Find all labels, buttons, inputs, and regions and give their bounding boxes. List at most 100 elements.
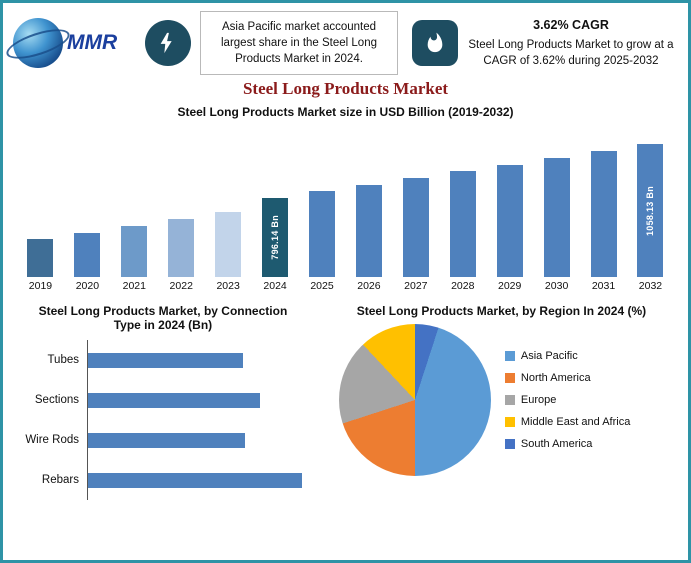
orbit-swoosh <box>3 23 73 65</box>
legend-item: North America <box>504 372 630 385</box>
bar-2023 <box>215 212 242 278</box>
bar-column <box>158 127 205 278</box>
bar-chart: 796.14 Bn 1058.13 Bn <box>13 127 678 278</box>
pie-wrap: Asia Pacific North America Europe Middle Ea… <box>325 324 678 477</box>
main-chart-title: Steel Long Products Market size in USD B… <box>177 105 514 120</box>
lightning-icon <box>145 20 191 67</box>
legend-item: Europe <box>504 394 630 407</box>
flame-icon <box>412 20 458 67</box>
hbar-category-label: Wire Rods <box>25 434 79 447</box>
highlight-callout: Asia Pacific market accounted largest sh… <box>145 11 398 76</box>
bar-2028 <box>449 171 476 278</box>
page-title: Steel Long Products Market <box>242 79 449 99</box>
x-axis-label: 2026 <box>357 280 381 293</box>
pie-chart-title: Steel Long Products Market, by Region In… <box>356 304 647 319</box>
bar-column <box>345 127 392 278</box>
bar-column <box>64 127 111 278</box>
legend-swatch <box>504 417 515 428</box>
hbar-tubes <box>88 352 243 368</box>
bar-value-label: 1058.13 Bn <box>645 185 656 236</box>
bar-2032: 1058.13 Bn <box>637 144 664 278</box>
x-axis-label: 2031 <box>591 280 616 293</box>
cagr-title: 3.62% CAGR <box>533 18 609 33</box>
hbar-category-label: Rebars <box>41 474 79 487</box>
x-axis-label: 2032 <box>638 280 663 293</box>
hbar-category-label: Tubes <box>47 354 79 367</box>
legend-swatch <box>504 439 515 450</box>
hbar-plot-area <box>87 460 313 501</box>
x-axis-label: 2027 <box>404 280 428 293</box>
legend-item: Middle East and Africa <box>504 416 631 429</box>
header: MMR Asia Pacific market accounted larges… <box>3 11 678 76</box>
x-axis-label: 2024 <box>263 280 287 293</box>
legend-swatch <box>504 395 515 406</box>
bar-column <box>533 127 580 278</box>
bar-2030 <box>543 158 570 278</box>
legend-label: Middle East and Africa <box>520 416 631 429</box>
hbar-category-label: Sections <box>34 394 79 407</box>
pie-legend: Asia Pacific North America Europe Middle Ea… <box>504 350 631 451</box>
hbar-plot-area <box>87 340 313 381</box>
bar-column <box>580 127 627 278</box>
legend-swatch <box>504 351 515 362</box>
highlight-note: Asia Pacific market accounted largest sh… <box>200 11 398 76</box>
hbar-chart-title: Steel Long Products Market, by Connectio… <box>38 304 288 333</box>
hbar-sections <box>88 392 260 408</box>
mmr-logo: MMR <box>3 18 131 69</box>
bar-2019 <box>27 239 54 278</box>
bottom-charts: Steel Long Products Market, by Connectio… <box>13 300 678 501</box>
pie-chart <box>338 324 491 477</box>
hbar-wire-rods <box>88 432 246 448</box>
legend-label: North America <box>520 372 591 385</box>
cagr-callout: 3.62% CAGR Steel Long Products Market to… <box>412 17 675 69</box>
bar-2022 <box>168 219 195 278</box>
cagr-note: Steel Long Products Market to grow at a … <box>468 38 674 67</box>
x-axis-label: 2025 <box>310 280 334 293</box>
bar-2024: 796.14 Bn <box>262 198 289 278</box>
bar-column <box>486 127 533 278</box>
bar-value-label: 796.14 Bn <box>270 215 281 261</box>
legend-label: Asia Pacific <box>520 350 578 363</box>
x-axis-label: 2023 <box>216 280 240 293</box>
bar-column <box>299 127 346 278</box>
bar-2021 <box>121 226 148 278</box>
bar-2020 <box>74 233 101 278</box>
logo-text: MMR <box>67 31 118 55</box>
bar-2029 <box>496 165 523 278</box>
bar-2031 <box>590 151 617 278</box>
legend-swatch <box>504 373 515 384</box>
x-axis-label: 2021 <box>122 280 146 293</box>
hbar-row: Rebars <box>13 460 313 501</box>
bar-chart-x-axis: 2019 2020 2021 2022 2023 2024 2025 2026 2027 2028… <box>13 280 678 292</box>
bar-column <box>439 127 486 278</box>
x-axis-label: 2028 <box>451 280 475 293</box>
bar-column: 796.14 Bn <box>252 127 299 278</box>
legend-item: Asia Pacific <box>504 350 630 363</box>
bar-column: 1058.13 Bn <box>627 127 674 278</box>
hbar-chart: Tubes Sections Wire Rods Rebars <box>13 340 313 501</box>
x-axis-label: 2030 <box>544 280 569 293</box>
globe-icon <box>3 18 73 69</box>
hbar-plot-area <box>87 380 313 421</box>
bar-column <box>17 127 64 278</box>
legend-label: Europe <box>520 394 557 407</box>
hbar-plot-area <box>87 420 313 461</box>
x-axis-label: 2019 <box>28 280 53 293</box>
cagr-block: 3.62% CAGR Steel Long Products Market to… <box>467 17 675 69</box>
bar-2026 <box>355 185 382 278</box>
bar-column <box>111 127 158 278</box>
legend-item: South America <box>504 438 630 451</box>
x-axis-label: 2020 <box>75 280 100 293</box>
hbar-rebars <box>88 472 302 488</box>
x-axis-label: 2029 <box>498 280 522 293</box>
bar-column <box>392 127 439 278</box>
hbar-row: Tubes <box>13 340 313 381</box>
x-axis-label: 2022 <box>169 280 193 293</box>
region-panel: Steel Long Products Market, by Region In… <box>319 300 678 500</box>
hbar-row: Wire Rods <box>13 420 313 461</box>
bar-2027 <box>402 178 429 278</box>
connection-type-panel: Steel Long Products Market, by Connectio… <box>13 300 319 501</box>
legend-label: South America <box>520 438 593 451</box>
bar-column <box>205 127 252 278</box>
